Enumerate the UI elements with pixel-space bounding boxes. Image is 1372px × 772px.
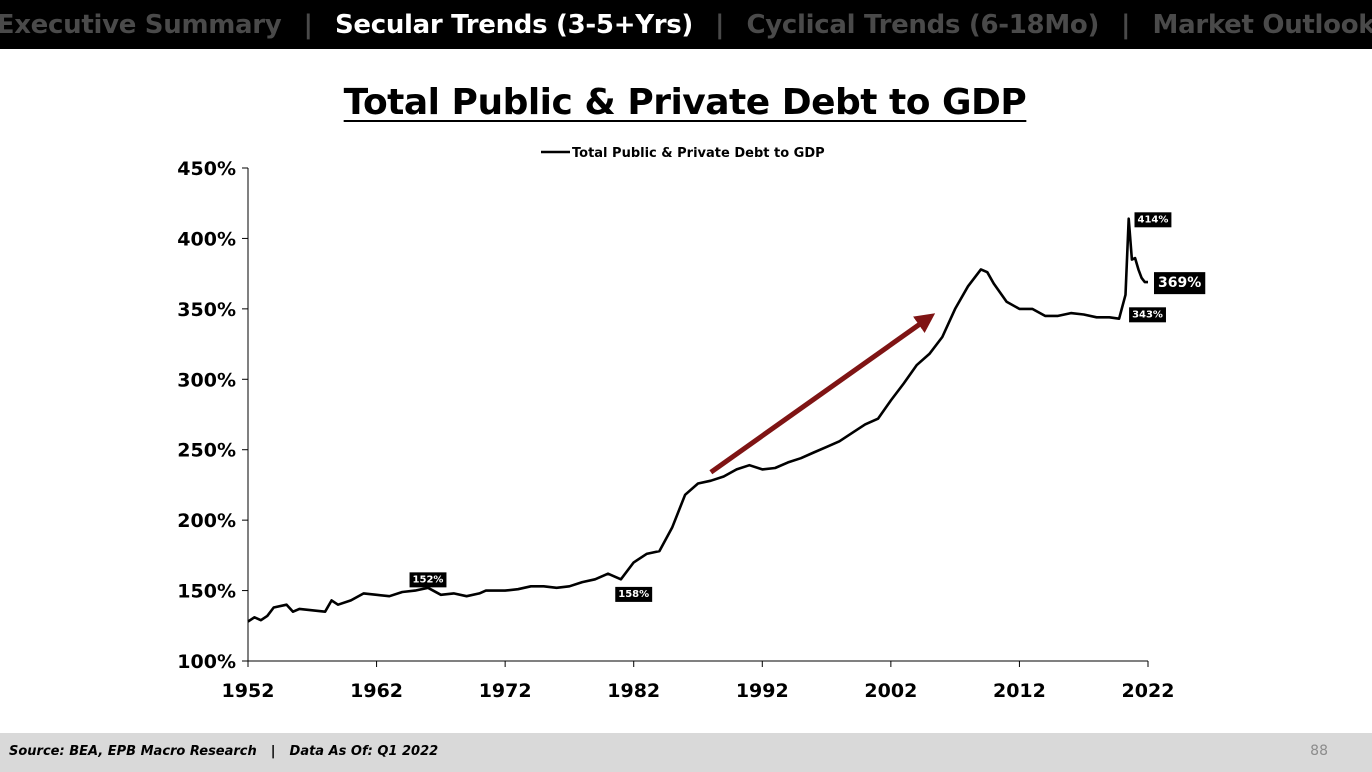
nav-secular-trends[interactable]: Secular Trends (3-5+Yrs): [334, 9, 693, 40]
footer-separator: |: [270, 744, 276, 759]
data-label-box: [1154, 272, 1206, 295]
y-tick-label: 200%: [177, 510, 236, 532]
data-label: 152%: [413, 574, 444, 585]
legend-label: Total Public & Private Debt to GDP: [572, 146, 825, 161]
footer-bar: Source: BEA, EPB Macro Research | Data As …: [0, 733, 1372, 772]
data-label-box: [409, 572, 447, 588]
data-label-box: [615, 586, 653, 602]
nav-cyclical-trends[interactable]: Cyclical Trends (6-18Mo): [746, 9, 1100, 40]
chart-title: Total Public & Private Debt to GDP: [343, 82, 1027, 123]
y-tick-label: 250%: [177, 440, 236, 462]
data-as-of-text: Data As Of: Q1 2022: [289, 744, 439, 759]
x-tick-label: 2022: [1122, 680, 1175, 702]
y-tick-label: 450%: [177, 158, 236, 180]
series-line-debt-to-gdp: [247, 217, 1148, 623]
nav-separator: |: [303, 9, 313, 40]
source-text: Source: BEA, EPB Macro Research: [9, 744, 257, 759]
data-label: 369%: [1158, 275, 1201, 291]
nav-market-outlook[interactable]: Market Outlook: [1152, 9, 1372, 40]
x-tick-label: 1992: [736, 680, 789, 702]
nav-separator: |: [715, 9, 725, 40]
y-tick-label: 100%: [177, 651, 236, 673]
x-tick-label: 1952: [222, 680, 275, 702]
x-tick-label: 2002: [864, 680, 917, 702]
nav-executive-summary[interactable]: Executive Summary: [0, 9, 282, 40]
x-tick-label: 1982: [607, 680, 660, 702]
debt-to-gdp-chart: 100% 150% 200% 250% 300% 350% 400% 450% 1952 1962…: [177, 146, 1206, 702]
data-label: 414%: [1138, 214, 1169, 225]
y-tick-label: 150%: [177, 581, 236, 603]
x-tick-label: 1972: [479, 680, 532, 702]
data-label-box: [1129, 307, 1166, 323]
y-tick-label: 400%: [177, 228, 236, 250]
x-tick-label: 1962: [350, 680, 403, 702]
y-tick-label: 350%: [177, 299, 236, 321]
page-number: 88: [1310, 743, 1328, 759]
source-note: Source: BEA, EPB Macro Research | Data As …: [9, 744, 438, 759]
data-label-box: [1134, 212, 1172, 228]
trend-arrow: [709, 313, 936, 475]
nav-separator: |: [1121, 9, 1131, 40]
y-tick-label: 300%: [177, 369, 236, 391]
data-label: 343%: [1132, 309, 1163, 320]
top-navigation-bar: Executive Summary | Secular Trends (3-5+…: [0, 0, 1372, 49]
x-tick-label: 2012: [993, 680, 1046, 702]
data-label: 158%: [618, 589, 649, 600]
